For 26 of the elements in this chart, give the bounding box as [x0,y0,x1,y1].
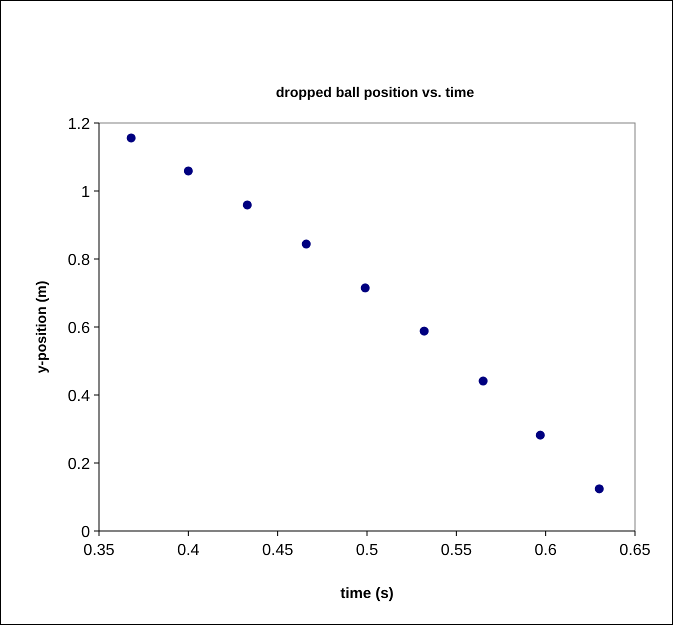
y-axis-title: y-position (m) [33,280,49,374]
y-tick-label: 0 [81,524,90,541]
chart-title: dropped ball position vs. time [276,84,474,100]
y-tick-label: 0.2 [68,456,90,473]
y-tick-label: 0.4 [68,388,90,405]
y-tick-label: 0.6 [68,320,90,337]
x-axis-title: time (s) [340,585,394,602]
x-tick-label: 0.4 [177,542,200,559]
x-tick-label: 0.55 [440,542,472,559]
x-tick-label: 0.6 [534,542,557,559]
point [420,326,429,336]
point [302,240,311,249]
y-tick-label: 0.8 [68,252,90,269]
point [594,484,604,494]
x-tick-label: 0.45 [262,542,294,559]
point [478,376,488,386]
point [536,430,545,440]
x-tick-label: 0.35 [83,542,115,559]
point [242,200,252,210]
y-tick-label: 1.2 [68,116,90,133]
point [126,133,136,142]
x-tick-label: 0.65 [619,542,651,559]
x-tick-label: 0.5 [356,542,378,559]
point [360,283,370,292]
y-tick-label: 1 [81,184,90,201]
point [184,166,193,176]
